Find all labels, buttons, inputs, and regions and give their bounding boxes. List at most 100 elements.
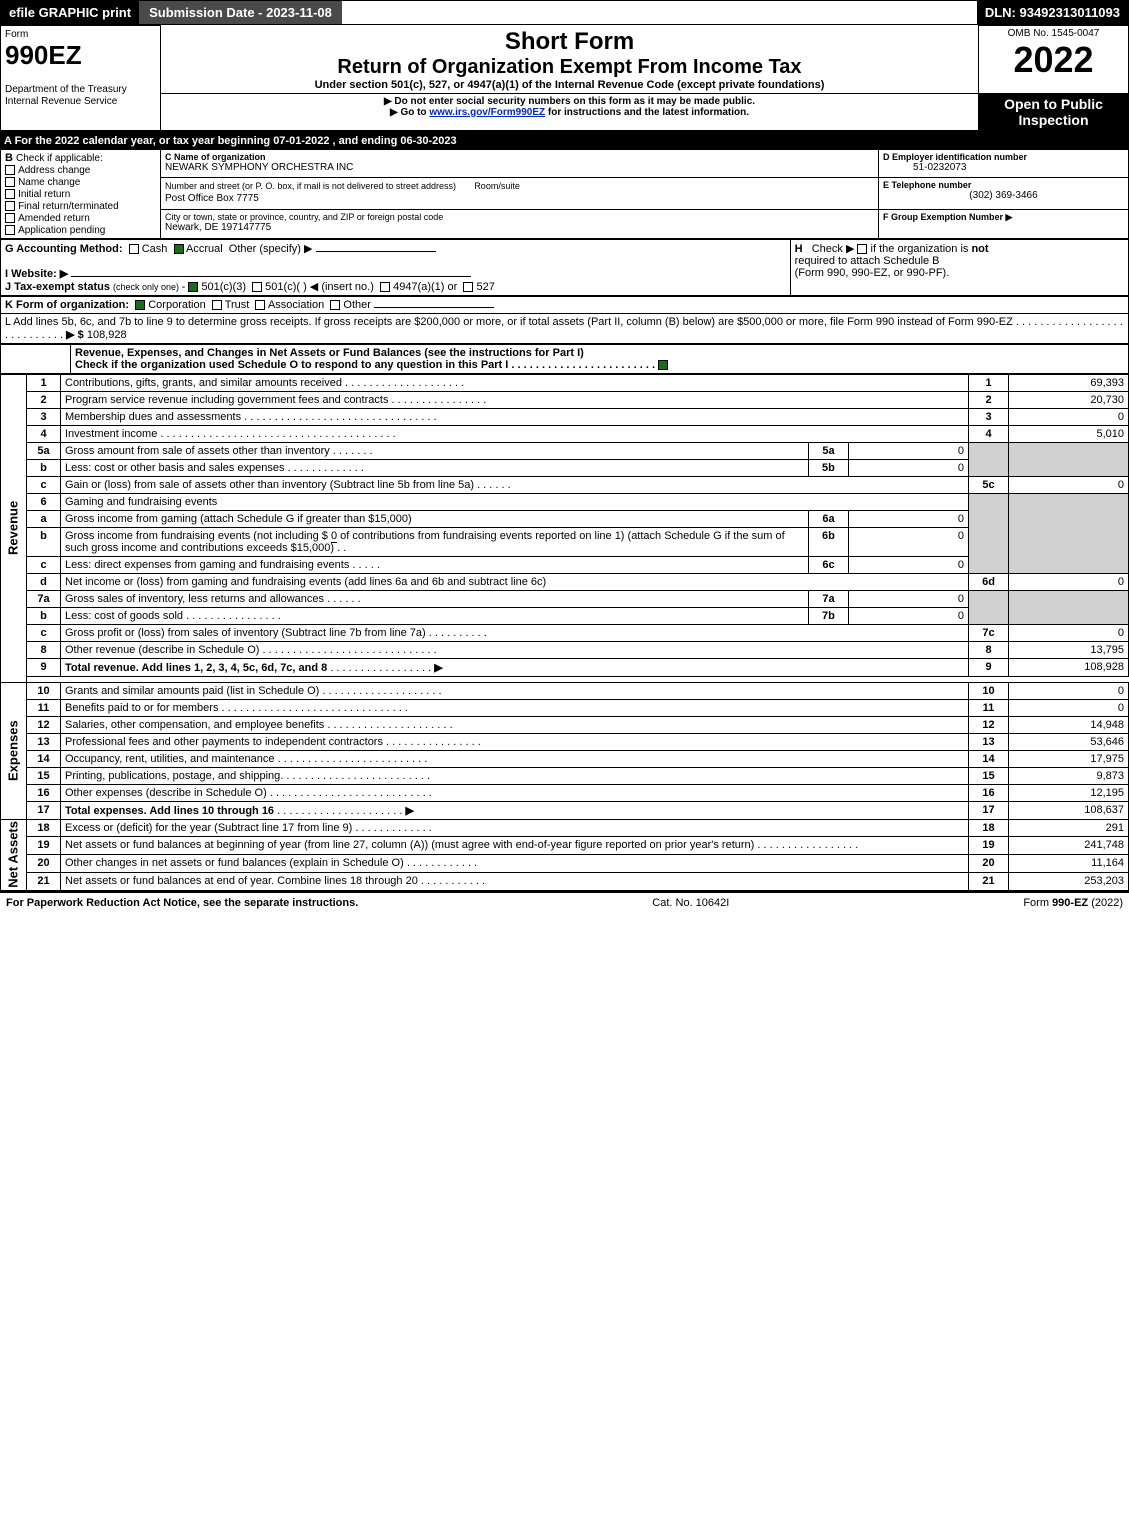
entity-block: B Check if applicable: Address change Na… xyxy=(0,149,1129,239)
v19: 241,748 xyxy=(1009,837,1129,855)
chk-501c3[interactable] xyxy=(188,282,198,292)
b21: 21 xyxy=(969,873,1009,891)
iv7b: 0 xyxy=(848,607,968,624)
chk-name-change[interactable] xyxy=(5,177,15,187)
t5a: Gross amount from sale of assets other t… xyxy=(65,445,330,457)
lines-table: Revenue 1 Contributions, gifts, grants, … xyxy=(0,374,1129,892)
chk-initial-return[interactable] xyxy=(5,189,15,199)
ib7b: 7b xyxy=(808,607,848,624)
l-arrow: ▶ $ xyxy=(66,329,84,341)
n6d: d xyxy=(27,573,61,590)
d-ein-label: D Employer identification number xyxy=(883,152,1124,162)
v21: 253,203 xyxy=(1009,873,1129,891)
k-trust: Trust xyxy=(225,299,250,311)
v11: 0 xyxy=(1009,699,1129,716)
chk-corporation[interactable] xyxy=(135,300,145,310)
page-footer: For Paperwork Reduction Act Notice, see … xyxy=(0,891,1129,913)
n2: 2 xyxy=(27,391,61,408)
ib7a: 7a xyxy=(808,590,848,607)
i-label: I Website: ▶ xyxy=(5,268,68,280)
chk-527[interactable] xyxy=(463,282,473,292)
h-text3: required to attach Schedule B xyxy=(795,255,940,267)
website-field[interactable] xyxy=(71,276,471,277)
n7a: 7a xyxy=(27,590,61,607)
ib6c: 6c xyxy=(808,556,848,573)
city-value: Newark, DE 197147775 xyxy=(165,222,874,233)
form-header-table: Form 990EZ Department of the Treasury In… xyxy=(0,25,1129,133)
shade-5ab xyxy=(969,442,1009,476)
iv6a: 0 xyxy=(848,510,968,527)
t5c: Gain or (loss) from sale of assets other… xyxy=(65,479,474,491)
chk-application-pending[interactable] xyxy=(5,225,15,235)
chk-address-change[interactable] xyxy=(5,165,15,175)
t6c: Less: direct expenses from gaming and fu… xyxy=(65,559,349,571)
irs-link[interactable]: www.irs.gov/Form990EZ xyxy=(429,107,545,118)
footer-cat: Cat. No. 10642I xyxy=(652,897,729,909)
n17: 17 xyxy=(27,801,61,819)
arrow9: ▶ xyxy=(434,662,442,674)
t19: Net assets or fund balances at beginning… xyxy=(65,839,754,851)
n20: 20 xyxy=(27,855,61,873)
b17: 17 xyxy=(969,801,1009,819)
chk-trust[interactable] xyxy=(212,300,222,310)
t11: Benefits paid to or for members xyxy=(65,702,218,714)
h-text1: Check ▶ xyxy=(812,243,858,255)
k-corp: Corporation xyxy=(148,299,205,311)
b16: 16 xyxy=(969,784,1009,801)
part1-header: Part I Revenue, Expenses, and Changes in… xyxy=(0,344,1129,374)
k-assoc: Association xyxy=(268,299,324,311)
t14: Occupancy, rent, utilities, and maintena… xyxy=(65,753,275,765)
b9: 9 xyxy=(969,658,1009,676)
n14: 14 xyxy=(27,750,61,767)
v8: 13,795 xyxy=(1009,641,1129,658)
chk-schedule-b[interactable] xyxy=(857,244,867,254)
chk-501c[interactable] xyxy=(252,282,262,292)
b12: 12 xyxy=(969,716,1009,733)
j-pre: J Tax-exempt status xyxy=(5,281,113,293)
part1-checkline: Check if the organization used Schedule … xyxy=(75,359,508,371)
chk-other-org[interactable] xyxy=(330,300,340,310)
chk-4947[interactable] xyxy=(380,282,390,292)
form-label: Form xyxy=(5,29,28,40)
n6: 6 xyxy=(27,493,61,510)
b4: 4 xyxy=(969,425,1009,442)
n16: 16 xyxy=(27,784,61,801)
goto-pre: ▶ Go to xyxy=(390,107,429,118)
n19: 19 xyxy=(27,837,61,855)
n12: 12 xyxy=(27,716,61,733)
v6d: 0 xyxy=(1009,573,1129,590)
l-text: L Add lines 5b, 6c, and 7b to line 9 to … xyxy=(5,316,1013,328)
chk-cash[interactable] xyxy=(129,244,139,254)
opt-amended-return: Amended return xyxy=(18,213,90,224)
chk-accrual[interactable] xyxy=(174,244,184,254)
footer-pre: Form xyxy=(1023,897,1052,909)
b7c: 7c xyxy=(969,624,1009,641)
top-bar: efile GRAPHIC print Submission Date - 20… xyxy=(0,0,1129,25)
v18: 291 xyxy=(1009,819,1129,837)
t20: Other changes in net assets or fund bala… xyxy=(65,857,404,869)
t21: Net assets or fund balances at end of ye… xyxy=(65,875,418,887)
shade-7-v xyxy=(1009,590,1129,624)
chk-schedule-o-part1[interactable] xyxy=(658,360,668,370)
n6c: c xyxy=(27,556,61,573)
chk-association[interactable] xyxy=(255,300,265,310)
k-other-field[interactable] xyxy=(374,307,494,308)
t3: Membership dues and assessments xyxy=(65,411,241,423)
footer-right: Form 990-EZ (2022) xyxy=(1023,897,1123,909)
t2: Program service revenue including govern… xyxy=(65,394,388,406)
footer-form: 990-EZ xyxy=(1052,897,1088,909)
opt-application-pending: Application pending xyxy=(18,225,105,236)
opt-final-return: Final return/terminated xyxy=(18,201,119,212)
n1: 1 xyxy=(27,374,61,391)
chk-amended-return[interactable] xyxy=(5,213,15,223)
footer-post: (2022) xyxy=(1088,897,1123,909)
shade-6 xyxy=(969,493,1009,573)
n15: 15 xyxy=(27,767,61,784)
t7a: Gross sales of inventory, less returns a… xyxy=(65,593,324,605)
g-other-field[interactable] xyxy=(316,251,436,252)
b-label: B xyxy=(5,152,13,164)
chk-final-return[interactable] xyxy=(5,201,15,211)
efile-print[interactable]: efile GRAPHIC print xyxy=(1,1,139,24)
v5c: 0 xyxy=(1009,476,1129,493)
b13: 13 xyxy=(969,733,1009,750)
